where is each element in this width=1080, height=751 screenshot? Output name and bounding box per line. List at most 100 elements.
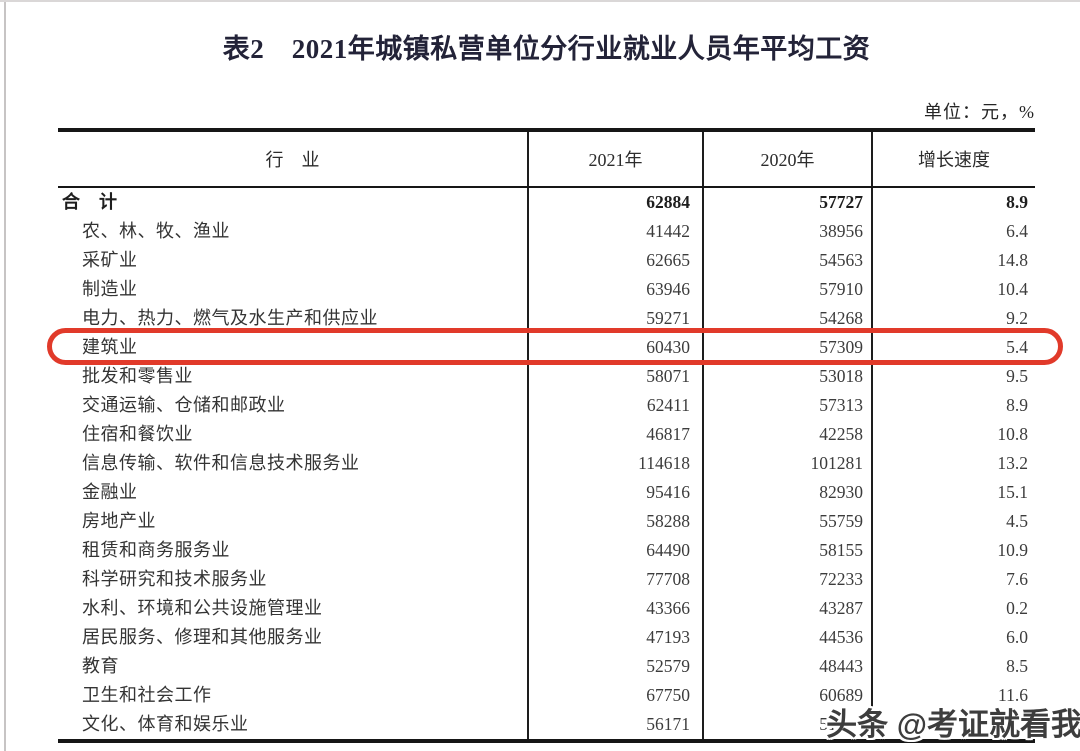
- industry-cell: 文化、体育和娱乐业: [82, 714, 249, 734]
- growth-cell: 4.5: [871, 507, 1035, 536]
- header-2021: 2021年: [527, 132, 702, 186]
- industry-cell: 建筑业: [82, 337, 138, 357]
- growth-cell: 9.5: [871, 362, 1035, 391]
- growth-cell: 15.1: [871, 478, 1035, 507]
- table-row: 交通运输、仓储和邮政业 62411 57313 8.9: [58, 391, 1035, 420]
- value-2020-cell: 57910: [702, 275, 871, 304]
- industry-cell: 水利、环境和公共设施管理业: [82, 598, 323, 618]
- value-2021-cell: 77708: [527, 565, 702, 594]
- industry-cell: 房地产业: [82, 511, 156, 531]
- value-2021-cell: 60430: [527, 333, 702, 362]
- value-2021-cell: 114618: [527, 449, 702, 478]
- table-row: 居民服务、修理和其他服务业 47193 44536 6.0: [58, 623, 1035, 652]
- growth-cell: [871, 710, 1035, 739]
- table-row: 制造业 63946 57910 10.4: [58, 275, 1035, 304]
- growth-cell: 10.4: [871, 275, 1035, 304]
- growth-cell: 8.5: [871, 652, 1035, 681]
- growth-cell: 6.0: [871, 623, 1035, 652]
- table-row: 农、林、牧、渔业 41442 38956 6.4: [58, 217, 1035, 246]
- header-industry: 行 业: [265, 150, 320, 170]
- table-row: 金融业 95416 82930 15.1: [58, 478, 1035, 507]
- value-2021-cell: 58288: [527, 507, 702, 536]
- value-2021-cell: 67750: [527, 681, 702, 710]
- table-row: 批发和零售业 58071 53018 9.5: [58, 362, 1035, 391]
- growth-cell: 6.4: [871, 217, 1035, 246]
- table-row: 房地产业 58288 55759 4.5: [58, 507, 1035, 536]
- industry-cell: 农、林、牧、渔业: [82, 221, 230, 241]
- value-2020-cell: 82930: [702, 478, 871, 507]
- industry-cell: 采矿业: [82, 250, 138, 270]
- growth-cell: 7.6: [871, 565, 1035, 594]
- value-2021-cell: 95416: [527, 478, 702, 507]
- value-2020-cell: 48443: [702, 652, 871, 681]
- value-2020-cell: 57309: [702, 333, 871, 362]
- value-2020-cell: 54563: [702, 246, 871, 275]
- table-row: 科学研究和技术服务业 77708 72233 7.6: [58, 565, 1035, 594]
- value-2020-cell: 55759: [702, 507, 871, 536]
- industry-cell: 居民服务、修理和其他服务业: [82, 627, 323, 647]
- industry-cell: 批发和零售业: [82, 366, 193, 386]
- value-2020-cell: 42258: [702, 420, 871, 449]
- industry-cell: 卫生和社会工作: [82, 685, 212, 705]
- value-2020-cell: 53018: [702, 362, 871, 391]
- industry-cell: 合 计: [62, 192, 118, 212]
- table-row: 合 计 62884 57727 8.9: [58, 188, 1035, 217]
- table-row: 卫生和社会工作 67750 60689 11.6: [58, 681, 1035, 710]
- growth-cell: 13.2: [871, 449, 1035, 478]
- table-row: 住宿和餐饮业 46817 42258 10.8: [58, 420, 1035, 449]
- industry-cell: 制造业: [82, 279, 138, 299]
- table-row: 租赁和商务服务业 64490 58155 10.9: [58, 536, 1035, 565]
- unit-label: 单位：元，%: [924, 102, 1035, 122]
- growth-cell: 8.9: [871, 188, 1035, 217]
- value-2021-cell: 62884: [527, 188, 702, 217]
- wage-table: 行 业 2021年 2020年 增长速度 合 计 62884 57727 8.9 农、林…: [58, 128, 1035, 743]
- industry-cell: 金融业: [82, 482, 138, 502]
- growth-cell: 9.2: [871, 304, 1035, 333]
- value-2020-cell: 60689: [702, 681, 871, 710]
- industry-cell: 信息传输、软件和信息技术服务业: [82, 453, 360, 473]
- table-row: 建筑业 60430 57309 5.4: [58, 333, 1035, 362]
- industry-cell: 科学研究和技术服务业: [82, 569, 267, 589]
- growth-cell: 14.8: [871, 246, 1035, 275]
- growth-cell: 11.6: [871, 681, 1035, 710]
- industry-cell: 教育: [82, 656, 119, 676]
- page-top-edge: [0, 0, 1080, 2]
- page-left-edge: [4, 2, 6, 751]
- growth-cell: 10.9: [871, 536, 1035, 565]
- value-2021-cell: 59271: [527, 304, 702, 333]
- value-2020-cell: 38956: [702, 217, 871, 246]
- growth-cell: 0.2: [871, 594, 1035, 623]
- value-2020-cell: 101281: [702, 449, 871, 478]
- value-2020-cell: 51000: [702, 710, 871, 739]
- value-2021-cell: 43366: [527, 594, 702, 623]
- value-2021-cell: 58071: [527, 362, 702, 391]
- value-2021-cell: 64490: [527, 536, 702, 565]
- growth-cell: 5.4: [871, 333, 1035, 362]
- industry-cell: 交通运输、仓储和邮政业: [82, 395, 286, 415]
- value-2021-cell: 56171: [527, 710, 702, 739]
- value-2020-cell: 58155: [702, 536, 871, 565]
- value-2020-cell: 57727: [702, 188, 871, 217]
- table-row: 采矿业 62665 54563 14.8: [58, 246, 1035, 275]
- table-row: 信息传输、软件和信息技术服务业 114618 101281 13.2: [58, 449, 1035, 478]
- watermark: 头条 @考证就看我: [826, 707, 1080, 742]
- value-2020-cell: 72233: [702, 565, 871, 594]
- value-2021-cell: 63946: [527, 275, 702, 304]
- value-2021-cell: 47193: [527, 623, 702, 652]
- value-2020-cell: 44536: [702, 623, 871, 652]
- header-2020: 2020年: [702, 132, 871, 186]
- table-body: 合 计 62884 57727 8.9 农、林、牧、渔业 41442 38956 6.4 采矿业…: [58, 188, 1035, 739]
- growth-cell: 8.9: [871, 391, 1035, 420]
- table-row: 教育 52579 48443 8.5: [58, 652, 1035, 681]
- table-row: 水利、环境和公共设施管理业 43366 43287 0.2: [58, 594, 1035, 623]
- value-2021-cell: 62411: [527, 391, 702, 420]
- table-row: 电力、热力、燃气及水生产和供应业 59271 54268 9.2: [58, 304, 1035, 333]
- industry-cell: 租赁和商务服务业: [82, 540, 230, 560]
- table-row: 文化、体育和娱乐业 5617151000: [58, 710, 1035, 739]
- table-title: 表2 2021年城镇私营单位分行业就业人员年平均工资: [222, 34, 871, 64]
- value-2021-cell: 46817: [527, 420, 702, 449]
- value-2020-cell: 54268: [702, 304, 871, 333]
- header-growth: 增长速度: [871, 132, 1035, 186]
- industry-cell: 住宿和餐饮业: [82, 424, 193, 444]
